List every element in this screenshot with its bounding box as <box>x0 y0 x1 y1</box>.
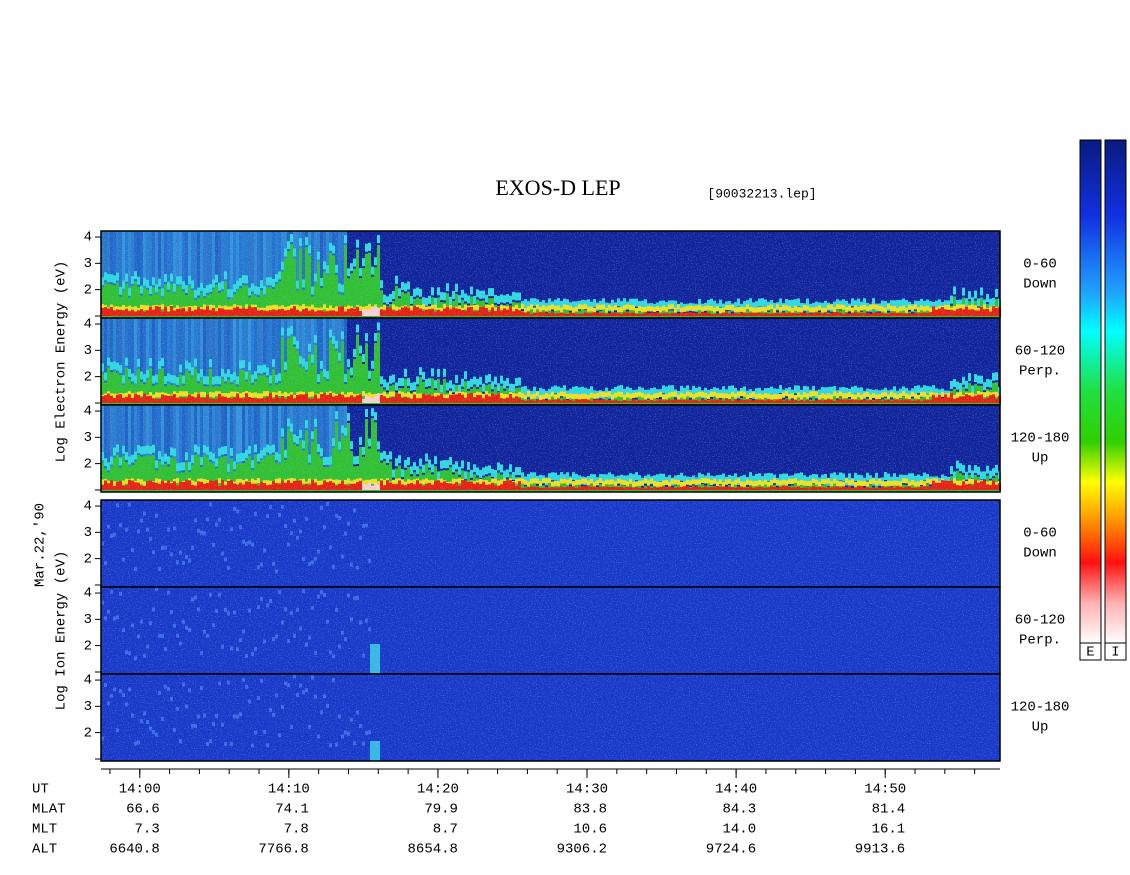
colorbar-label: E <box>1086 645 1094 661</box>
x-tick-label: 14:40 <box>715 782 757 798</box>
ephemeris-value: 14.0 <box>723 822 757 838</box>
spectrogram <box>101 231 1001 318</box>
panel-label: 120-180 <box>1011 700 1070 716</box>
file-label: [90032213.lep] <box>707 186 816 201</box>
ephemeris-label: MLT <box>32 822 57 838</box>
spectrogram <box>101 674 1000 761</box>
panel-label: 120-180 <box>1011 431 1070 447</box>
panel-label: Perp. <box>1019 364 1061 380</box>
panel-label: Up <box>1032 720 1049 736</box>
panel-label: Perp. <box>1019 633 1061 649</box>
ephemeris-value: 74.1 <box>275 802 309 818</box>
panel-label: Down <box>1023 277 1057 293</box>
colorbar-i <box>1104 139 1127 644</box>
ephemeris-value: 7.3 <box>135 822 160 838</box>
spectrogram <box>101 318 1001 405</box>
y-tick-label: 4 <box>84 230 92 246</box>
y-tick-label: 2 <box>84 369 92 385</box>
x-tick-label: 14:20 <box>417 782 459 798</box>
ephemeris-value: 16.1 <box>872 822 906 838</box>
ephemeris-value: 9724.6 <box>706 842 756 858</box>
y-tick-label: 2 <box>84 638 92 654</box>
ephemeris-value: 6640.8 <box>109 842 159 858</box>
ephemeris-value: 8654.8 <box>408 842 458 858</box>
x-tick-label: 14:30 <box>566 782 608 798</box>
ephemeris-value: 9913.6 <box>855 842 905 858</box>
date-label: Mar.22,'90 <box>33 503 49 587</box>
ephemeris-label: MLAT <box>32 802 66 818</box>
group-label: Log Ion Energy (eV) <box>54 551 70 711</box>
ephemeris-value: 66.6 <box>126 802 160 818</box>
x-tick-label: 14:10 <box>268 782 310 798</box>
ephemeris-value: 79.9 <box>424 802 458 818</box>
spectrogram <box>101 500 1000 587</box>
y-tick-label: 4 <box>84 499 92 515</box>
panel-label: 60-120 <box>1015 344 1065 360</box>
y-tick-label: 2 <box>84 456 92 472</box>
y-tick-label: 2 <box>84 282 92 298</box>
noise <box>101 587 1000 674</box>
spectrogram <box>101 405 1001 492</box>
y-tick-label: 4 <box>84 317 92 333</box>
group-label: Log Electron Energy (eV) <box>54 261 70 463</box>
noise <box>101 500 1000 587</box>
x-tick-label: 14:00 <box>119 782 161 798</box>
y-tick-label: 3 <box>84 699 92 715</box>
x-tick-label: 14:50 <box>864 782 906 798</box>
noise <box>101 674 1000 761</box>
panel-label: Down <box>1023 546 1057 562</box>
colorbar: E I <box>1079 139 1127 661</box>
ephemeris-value: 7766.8 <box>258 842 308 858</box>
panel-label: Up <box>1032 451 1049 467</box>
ephemeris-label: ALT <box>32 842 57 858</box>
ephemeris-value: 7.8 <box>284 822 309 838</box>
colorbar-box <box>1079 642 1102 661</box>
y-tick-label: 3 <box>84 612 92 628</box>
y-tick-label: 4 <box>84 586 92 602</box>
colorbar-box <box>1104 642 1127 661</box>
chart-title: EXOS-D LEP <box>495 175 620 200</box>
noise <box>101 405 1000 492</box>
panel-frame <box>100 404 1001 493</box>
ephemeris-value: 10.6 <box>573 822 607 838</box>
y-tick-label: 2 <box>84 551 92 567</box>
ephemeris-value: 83.8 <box>573 802 607 818</box>
y-tick-label: 3 <box>84 256 92 272</box>
noise <box>101 231 1000 318</box>
y-tick-label: 3 <box>84 430 92 446</box>
y-tick-label: 4 <box>84 673 92 689</box>
ephemeris-label: UT <box>32 782 49 798</box>
panel-label: 0-60 <box>1023 257 1057 273</box>
spectrogram <box>101 587 1000 674</box>
y-tick-label: 4 <box>84 404 92 420</box>
panel-label: 60-120 <box>1015 613 1065 629</box>
panel-frame <box>100 673 1001 762</box>
colorbar-label: I <box>1111 645 1119 661</box>
panel-label: 0-60 <box>1023 526 1057 542</box>
y-tick-label: 3 <box>84 343 92 359</box>
ephemeris-value: 84.3 <box>723 802 757 818</box>
y-tick-label: 3 <box>84 525 92 541</box>
noise <box>101 318 1000 405</box>
ephemeris-value: 8.7 <box>433 822 458 838</box>
ephemeris-value: 9306.2 <box>557 842 607 858</box>
y-tick-label: 2 <box>84 725 92 741</box>
colorbar-e <box>1079 139 1102 644</box>
ephemeris-value: 81.4 <box>872 802 906 818</box>
